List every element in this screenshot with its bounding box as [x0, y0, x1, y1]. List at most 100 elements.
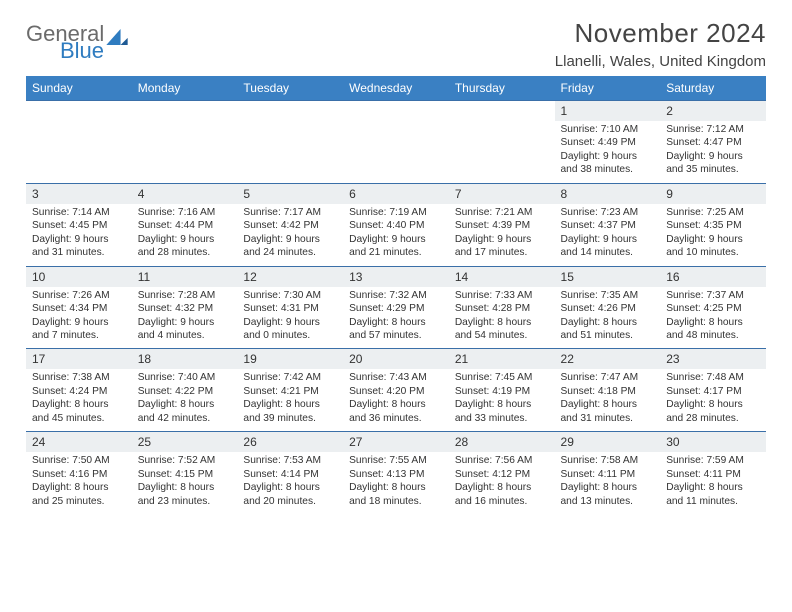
dow-cell: Monday	[132, 76, 238, 101]
sunrise-value: 7:56 AM	[495, 455, 532, 466]
daylight-label: Daylight:	[561, 317, 601, 328]
day-cell	[343, 101, 449, 184]
sunrise-value: 7:42 AM	[284, 372, 321, 383]
day-number: 29	[555, 432, 661, 452]
daylight-label: Daylight:	[455, 482, 495, 493]
sunrise-value: 7:21 AM	[495, 207, 532, 218]
sunrise-label: Sunrise:	[349, 372, 386, 383]
day-cell: 3Sunrise: 7:14 AMSunset: 4:45 PMDaylight…	[26, 183, 132, 266]
day-number: 1	[555, 101, 661, 121]
sunrise-value: 7:14 AM	[72, 207, 109, 218]
day-cell: 15Sunrise: 7:35 AMSunset: 4:26 PMDayligh…	[555, 266, 661, 349]
sunrise-label: Sunrise:	[349, 455, 386, 466]
day-body: Sunrise: 7:16 AMSunset: 4:44 PMDaylight:…	[132, 204, 238, 266]
sunrise-label: Sunrise:	[138, 290, 175, 301]
month-title: November 2024	[555, 18, 766, 49]
daylight-label: Daylight:	[349, 399, 389, 410]
sunset-value: 4:12 PM	[492, 469, 530, 480]
daylight-label: Daylight:	[32, 234, 72, 245]
sunrise-value: 7:25 AM	[706, 207, 743, 218]
week-row: 1Sunrise: 7:10 AMSunset: 4:49 PMDaylight…	[26, 101, 766, 184]
day-body: Sunrise: 7:45 AMSunset: 4:19 PMDaylight:…	[449, 369, 555, 431]
day-cell: 27Sunrise: 7:55 AMSunset: 4:13 PMDayligh…	[343, 432, 449, 514]
sunset-label: Sunset:	[32, 386, 67, 397]
day-cell: 1Sunrise: 7:10 AMSunset: 4:49 PMDaylight…	[555, 101, 661, 184]
day-number: 6	[343, 184, 449, 204]
dow-cell: Thursday	[449, 76, 555, 101]
day-body: Sunrise: 7:50 AMSunset: 4:16 PMDaylight:…	[26, 452, 132, 514]
day-body: Sunrise: 7:32 AMSunset: 4:29 PMDaylight:…	[343, 287, 449, 349]
sunset-label: Sunset:	[243, 303, 278, 314]
sunrise-value: 7:19 AM	[389, 207, 426, 218]
day-body: Sunrise: 7:33 AMSunset: 4:28 PMDaylight:…	[449, 287, 555, 349]
sunrise-label: Sunrise:	[243, 207, 280, 218]
day-body: Sunrise: 7:37 AMSunset: 4:25 PMDaylight:…	[660, 287, 766, 349]
day-cell: 9Sunrise: 7:25 AMSunset: 4:35 PMDaylight…	[660, 183, 766, 266]
brand-triangle-icon	[106, 29, 128, 45]
day-body: Sunrise: 7:21 AMSunset: 4:39 PMDaylight:…	[449, 204, 555, 266]
day-body: Sunrise: 7:43 AMSunset: 4:20 PMDaylight:…	[343, 369, 449, 431]
day-body: Sunrise: 7:19 AMSunset: 4:40 PMDaylight:…	[343, 204, 449, 266]
daylight-label: Daylight:	[666, 234, 706, 245]
sunset-label: Sunset:	[455, 220, 490, 231]
daylight-label: Daylight:	[243, 399, 283, 410]
sunset-label: Sunset:	[138, 386, 173, 397]
sunrise-value: 7:23 AM	[601, 207, 638, 218]
dow-cell: Wednesday	[343, 76, 449, 101]
sunset-label: Sunset:	[561, 386, 596, 397]
daylight-label: Daylight:	[243, 317, 283, 328]
sunset-label: Sunset:	[138, 303, 173, 314]
day-cell: 24Sunrise: 7:50 AMSunset: 4:16 PMDayligh…	[26, 432, 132, 514]
sunset-value: 4:35 PM	[704, 220, 742, 231]
day-number: 26	[237, 432, 343, 452]
day-number: 24	[26, 432, 132, 452]
day-cell	[26, 101, 132, 184]
sunset-value: 4:47 PM	[704, 137, 742, 148]
day-number: 23	[660, 349, 766, 369]
daylight-label: Daylight:	[561, 482, 601, 493]
location-line: Llanelli, Wales, United Kingdom	[555, 53, 766, 70]
sunset-label: Sunset:	[243, 386, 278, 397]
day-number: 22	[555, 349, 661, 369]
day-cell: 8Sunrise: 7:23 AMSunset: 4:37 PMDaylight…	[555, 183, 661, 266]
sunrise-value: 7:12 AM	[706, 124, 743, 135]
sunrise-value: 7:35 AM	[601, 290, 638, 301]
sunrise-label: Sunrise:	[32, 372, 69, 383]
sunrise-value: 7:40 AM	[178, 372, 215, 383]
sunset-label: Sunset:	[455, 469, 490, 480]
sunrise-label: Sunrise:	[455, 372, 492, 383]
day-body: Sunrise: 7:58 AMSunset: 4:11 PMDaylight:…	[555, 452, 661, 514]
daylight-label: Daylight:	[666, 151, 706, 162]
sunrise-value: 7:37 AM	[706, 290, 743, 301]
sunset-label: Sunset:	[666, 303, 701, 314]
daylight-label: Daylight:	[666, 317, 706, 328]
daylight-label: Daylight:	[455, 234, 495, 245]
day-number: 5	[237, 184, 343, 204]
day-body: Sunrise: 7:48 AMSunset: 4:17 PMDaylight:…	[660, 369, 766, 431]
brand-name-2: Blue	[60, 41, 104, 62]
day-cell: 10Sunrise: 7:26 AMSunset: 4:34 PMDayligh…	[26, 266, 132, 349]
dow-cell: Sunday	[26, 76, 132, 101]
day-cell: 29Sunrise: 7:58 AMSunset: 4:11 PMDayligh…	[555, 432, 661, 514]
sunrise-value: 7:58 AM	[601, 455, 638, 466]
sunrise-label: Sunrise:	[561, 124, 598, 135]
day-number: 28	[449, 432, 555, 452]
daylight-label: Daylight:	[243, 234, 283, 245]
daylight-label: Daylight:	[32, 317, 72, 328]
sunrise-label: Sunrise:	[561, 455, 598, 466]
day-cell: 2Sunrise: 7:12 AMSunset: 4:47 PMDaylight…	[660, 101, 766, 184]
sunset-value: 4:14 PM	[281, 469, 319, 480]
day-cell: 16Sunrise: 7:37 AMSunset: 4:25 PMDayligh…	[660, 266, 766, 349]
day-number: 25	[132, 432, 238, 452]
day-number: 10	[26, 267, 132, 287]
daylight-label: Daylight:	[666, 482, 706, 493]
sunrise-label: Sunrise:	[666, 207, 703, 218]
day-body: Sunrise: 7:42 AMSunset: 4:21 PMDaylight:…	[237, 369, 343, 431]
sunrise-label: Sunrise:	[349, 290, 386, 301]
day-number: 4	[132, 184, 238, 204]
daylight-label: Daylight:	[243, 482, 283, 493]
daylight-label: Daylight:	[32, 399, 72, 410]
sunrise-label: Sunrise:	[455, 207, 492, 218]
daylight-label: Daylight:	[138, 399, 178, 410]
sunset-label: Sunset:	[666, 469, 701, 480]
